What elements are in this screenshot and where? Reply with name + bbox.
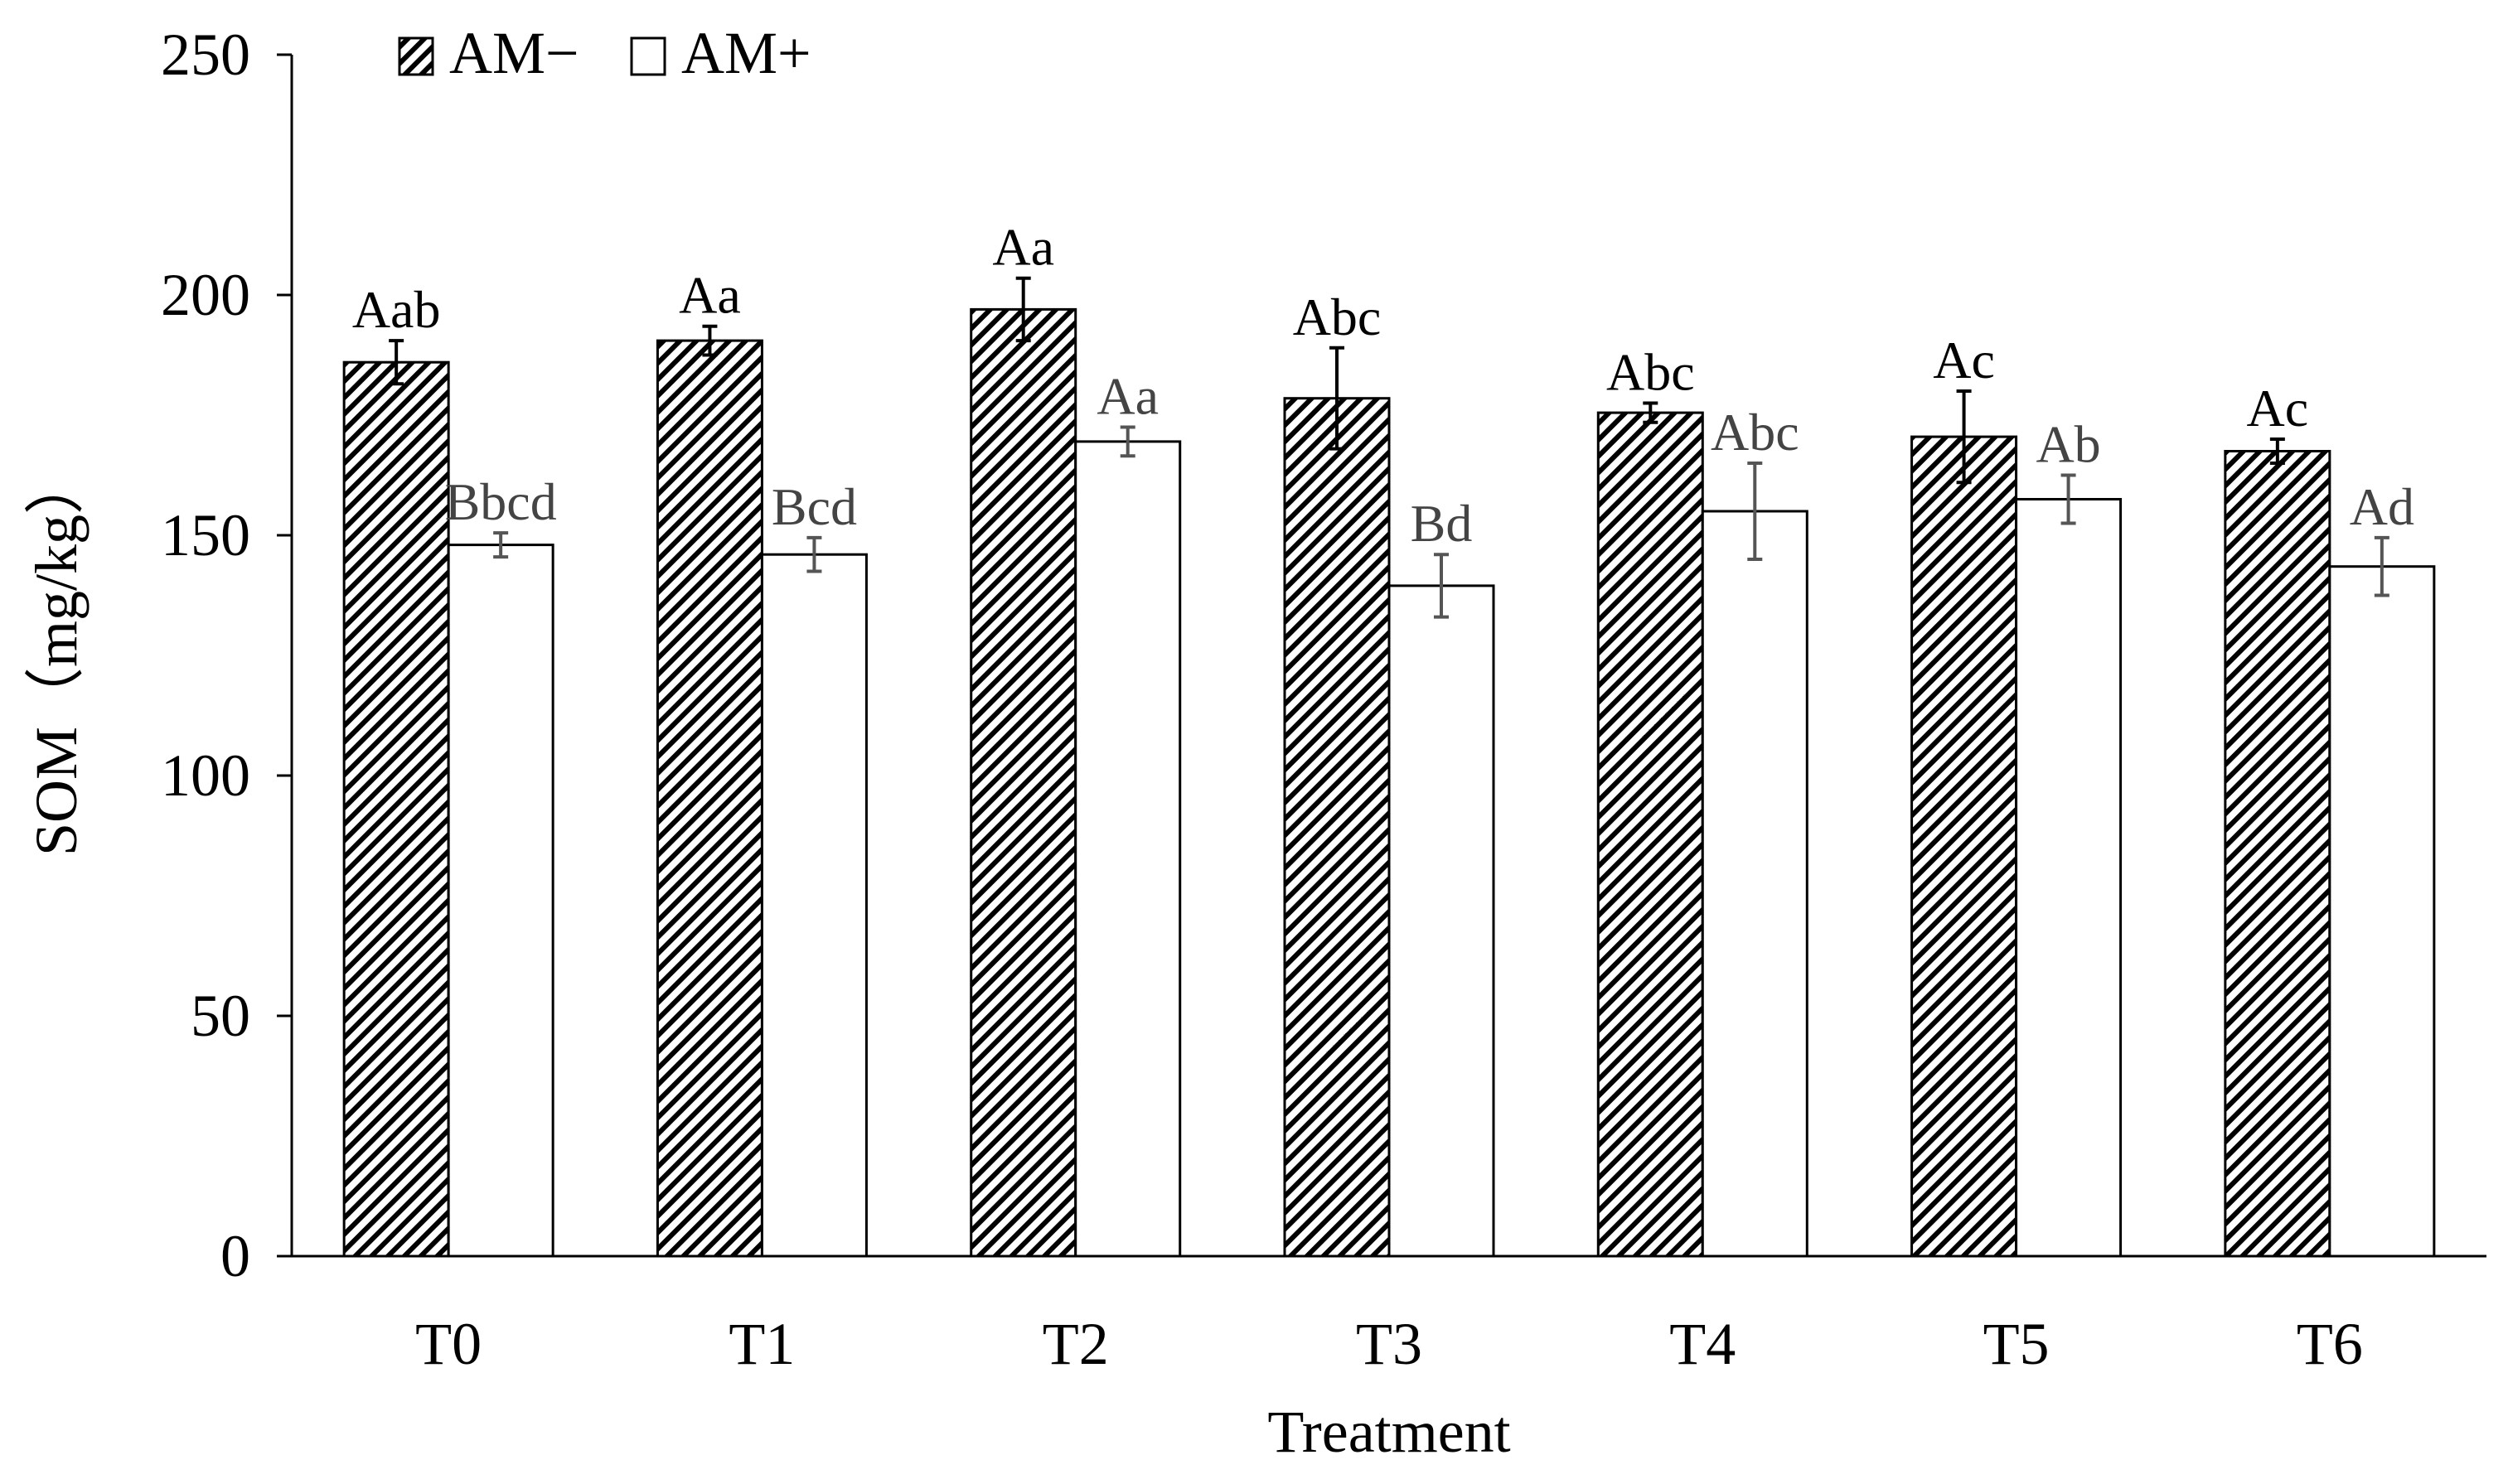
bar-am-minus-t3 [1283,397,1391,1258]
legend-swatch-am-plus [630,36,666,76]
bar-am-plus-t0 [447,544,554,1258]
x-axis-title: Treatment [1267,1399,1510,1465]
bar-am-minus-t1 [656,339,763,1258]
x-tick-label: T3 [1356,1311,1422,1377]
significance-label: Aa [992,218,1054,277]
legend-label-am-minus: AM− [449,20,579,86]
bars [342,276,2436,1258]
bar-am-minus-t4 [1596,411,1704,1258]
bar-am-minus-t5 [1910,435,2018,1258]
significance-label: Bcd [772,477,857,536]
significance-label: Ad [2350,477,2414,536]
significance-label: Aab [352,280,441,339]
bar-labels: Aab Bbcd Aa Bcd Aa Aa Abc Bd Abc Abc Ac Ab Ac Ad [352,218,2414,553]
bar-am-minus-t0 [342,360,450,1258]
x-tick-label: T5 [1983,1311,2050,1377]
y-axis-title: SOM（mg/kg） [23,455,90,856]
y-tick-label: 0 [220,1223,250,1289]
bar-am-plus-t1 [760,553,868,1258]
significance-label: Bd [1411,494,1473,553]
significance-label: Abc [1711,403,1799,462]
bar-am-minus-t2 [970,307,1077,1258]
significance-label: Abc [1293,288,1382,346]
y-tick-label: 250 [161,22,250,88]
significance-label: Ac [2247,379,2309,437]
y-tick-label: 150 [161,502,250,568]
significance-label: Aa [679,266,741,325]
x-tick-label: T4 [1669,1311,1736,1377]
y-tick-label: 200 [161,262,250,328]
significance-label: Ac [1933,331,1995,389]
legend-label-am-plus: AM+ [681,20,811,86]
bar-am-plus-t3 [1387,584,1495,1258]
legend-swatch-am-minus [398,36,434,76]
legend: AM− AM+ [398,20,811,86]
bar-am-minus-t6 [2224,450,2331,1258]
x-tick-label: T1 [729,1311,795,1377]
y-tick-label: 50 [191,983,250,1049]
bar-am-plus-t5 [2015,498,2123,1258]
axes: 0 50 100 150 200 250 T0 T1 T2 T3 T4 T5 T6 Treatment SO… [23,22,2486,1465]
bar-am-plus-t2 [1074,440,1182,1258]
x-tick-label: T2 [1043,1311,1109,1377]
y-tick-label: 100 [161,742,250,809]
bar-am-plus-t6 [2328,565,2436,1258]
x-tick-label: T6 [2297,1311,2363,1377]
significance-label: Bbcd [445,472,557,531]
significance-label: Ab [2036,415,2100,474]
significance-label: Aa [1097,367,1159,426]
bar-am-plus-t4 [1701,510,1808,1258]
significance-label: Abc [1606,343,1695,402]
x-tick-label: T0 [415,1311,482,1377]
